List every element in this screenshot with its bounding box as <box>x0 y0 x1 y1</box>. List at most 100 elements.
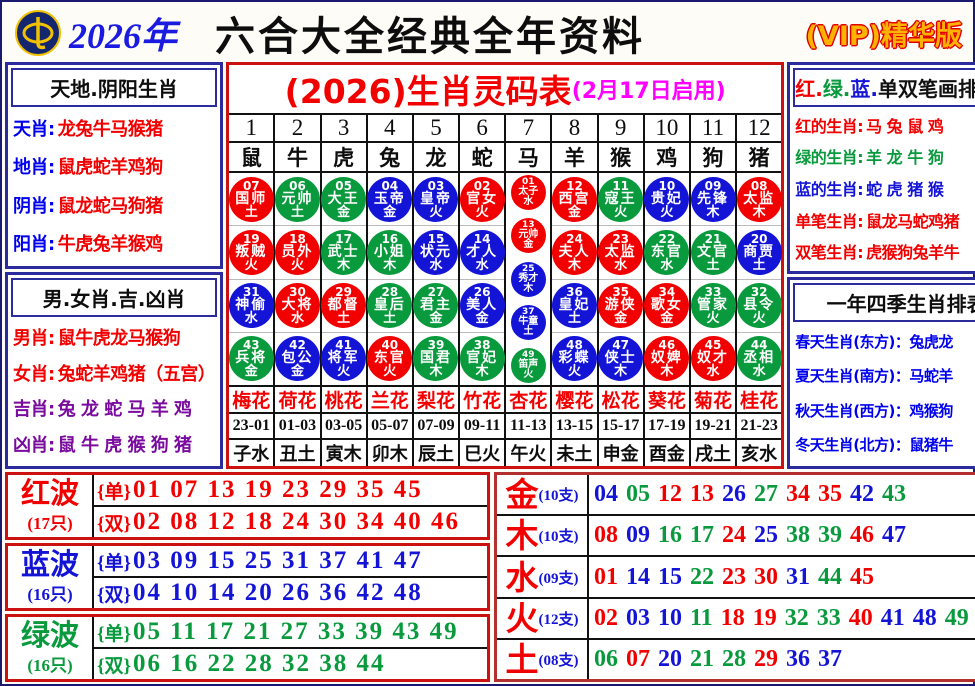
ball-element: 土 <box>290 204 304 220</box>
odd-tag: {单} <box>97 552 131 574</box>
number-ball: 21 文官土 <box>690 229 736 275</box>
zodiac-row: 阴肖: 鼠龙蛇马狗猪 <box>13 192 215 218</box>
ball-group: 06 元帅土 18 员外火 30 大将水 42 包公金 <box>274 173 320 387</box>
column-number: 2 <box>275 115 320 143</box>
column-zodiac: 蛇 <box>460 143 505 173</box>
ball-number: 32 <box>750 285 768 300</box>
ball-slot: 08 太监木 <box>736 173 782 227</box>
element-number: 13 <box>690 481 714 508</box>
number-ball: 29 都督土 <box>321 283 367 329</box>
row-label: 凶肖: <box>13 435 55 457</box>
row-value: 虎猴狗兔羊牛 <box>866 243 960 263</box>
ball-slot: 12 西宫金 <box>552 173 597 227</box>
ball-slot: 41 将军火 <box>321 333 367 385</box>
ball-slot: 14 才人水 <box>459 226 505 280</box>
number-ball: 12 西宫金 <box>552 176 597 222</box>
ball-group: 05 大王金 17 武士木 29 都督土 41 将军火 <box>321 173 367 387</box>
page-title: 六合大全经典全年资料 <box>215 14 646 60</box>
number-ball: 37 牛童土 <box>510 304 546 340</box>
ball-number: 49 <box>522 350 535 360</box>
element-numbers: 02 03 10 11 18 19 32 33 40 41 48 49 <box>589 599 975 638</box>
title-part: 蓝. <box>850 77 879 101</box>
number-ball: 03 皇帝火 <box>413 176 459 222</box>
row-value: 龙兔牛马猴猪 <box>57 119 164 141</box>
row-label: 地肖: <box>13 157 55 179</box>
number-ball: 40 东官火 <box>367 336 413 382</box>
ball-slot: 42 包公金 <box>274 333 320 385</box>
ball-title: 大将 <box>281 297 314 314</box>
number-ball: 32 县令火 <box>736 283 782 329</box>
even-tag: {双} <box>97 584 131 606</box>
table-title: (2026)生肖灵码表 <box>284 72 572 111</box>
box-title: 男.女肖.吉.凶肖 <box>11 278 218 317</box>
ball-number: 20 <box>750 231 768 246</box>
ball-element: 火 <box>660 204 674 220</box>
wave-numbers: {单} 03 09 15 25 31 37 41 47 {双} 04 10 14 20… <box>94 546 487 608</box>
element-name: 金 <box>505 475 539 515</box>
column-number: 1 <box>229 115 274 143</box>
row-label: 女肖: <box>13 363 55 385</box>
element-number: 01 <box>594 563 618 590</box>
column-zodiac: 龙 <box>413 143 459 173</box>
wave-label: 红波 (17只) <box>8 475 94 537</box>
row-value: 牛虎兔羊猴鸡 <box>57 233 164 255</box>
row-label: 阳肖: <box>13 233 55 255</box>
year-label: 2026年 <box>69 16 178 56</box>
element-number: 09 <box>626 522 650 549</box>
row-value: 鼠 牛 虎 猴 狗 猪 <box>57 435 192 457</box>
box-title: 红.绿.蓝.单双笔画排肖表 <box>793 68 975 107</box>
ball-number: 22 <box>658 231 676 246</box>
site-logo-icon <box>15 10 61 56</box>
ball-slot: 28 皇后土 <box>367 280 413 333</box>
ball-element: 土 <box>567 311 581 327</box>
wave-even-row: {双} 04 10 14 20 26 36 42 48 <box>94 578 487 608</box>
ball-slot: 30 大将水 <box>274 280 320 333</box>
ball-element: 木 <box>752 204 766 220</box>
ball-group: 09 先锋木 21 文官土 33 管家火 45 奴才水 <box>690 173 736 387</box>
ball-number: 11 <box>612 178 630 193</box>
element-number: 39 <box>818 522 842 549</box>
ball-element: 木 <box>706 204 720 220</box>
row-label: 吉肖: <box>13 399 55 421</box>
ball-element: 土 <box>244 204 258 220</box>
zodiac-row: 天肖: 龙兔牛马猴猪 <box>13 115 215 141</box>
ball-element: 金 <box>383 204 397 220</box>
element-number: 21 <box>690 645 714 672</box>
ball-number: 09 <box>704 178 722 193</box>
element-number: 48 <box>912 604 937 631</box>
column-flower: 菊花 <box>690 387 736 414</box>
ball-group: 03 皇帝火 15 状元水 27 君主金 39 国君木 <box>413 173 459 387</box>
element-number: 19 <box>752 604 777 631</box>
ball-element: 金 <box>337 204 351 220</box>
ball-title: 太监 <box>604 243 637 260</box>
ball-title: 牛童 <box>518 315 539 327</box>
wave-even-row: {双} 02 08 12 18 24 30 34 40 46 <box>94 507 487 537</box>
element-number: 04 <box>594 481 618 508</box>
ball-element: 火 <box>383 364 397 380</box>
column-number: 3 <box>321 115 366 143</box>
ball-element: 水 <box>244 311 258 327</box>
ball-title: 皇后 <box>373 297 406 314</box>
ball-slot: 22 东官水 <box>644 226 690 280</box>
column-zodiac: 牛 <box>275 143 320 173</box>
element-number: 14 <box>626 563 650 590</box>
column-time: 01-03 <box>275 414 320 440</box>
zodiac-row: 蓝的生肖: 蛇 虎 猪 猴 <box>795 176 975 200</box>
element-count: (10支) <box>538 488 579 505</box>
even-tag: {双} <box>97 513 131 535</box>
table-subtitle: (2月17日启用) <box>571 79 726 104</box>
element-label: 火 (12支) <box>497 598 589 638</box>
ball-number: 07 <box>242 178 260 193</box>
ball-title: 兵将 <box>235 350 268 367</box>
ball-number: 23 <box>612 231 630 246</box>
number-ball: 06 元帅土 <box>274 176 320 222</box>
ball-number: 38 <box>473 338 491 353</box>
ball-number: 29 <box>335 285 352 300</box>
ball-number: 40 <box>381 338 399 353</box>
element-count: (12支) <box>538 611 579 628</box>
ball-number: 01 <box>522 177 535 187</box>
zodiac-column: 2 牛 06 元帅土 18 员外火 30 大将水 42 包公金荷花 01-03 丑土 <box>274 115 322 466</box>
ball-element: 水 <box>290 311 304 327</box>
even-numbers: 04 10 14 20 26 36 42 48 <box>132 579 423 606</box>
